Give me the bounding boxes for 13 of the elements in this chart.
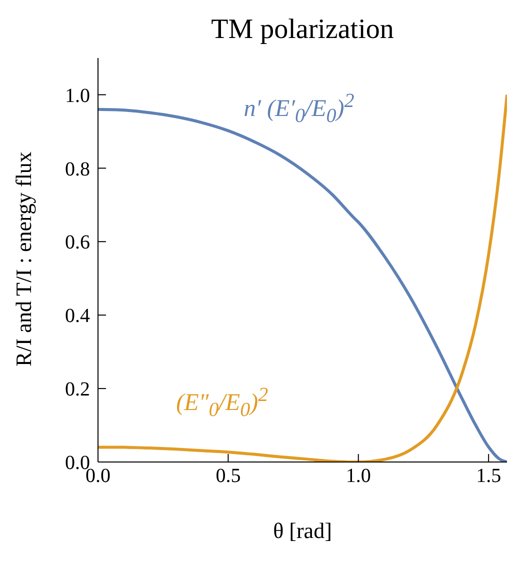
x-tick-label: 1.5 [476,465,502,488]
x-tick-label: 1.0 [346,465,371,488]
y-tick-label: 0.8 [65,158,90,180]
y-tick-label: 0.2 [65,378,90,401]
x-tick-label: 0.5 [216,465,241,488]
x-axis-title: θ [rad] [272,518,333,544]
chart-title: TM polarization [210,14,395,46]
y-axis-title: R/I and T/I : energy flux [11,150,37,368]
y-tick-label: 0.4 [65,305,90,328]
y-tick-label: 0.6 [65,232,90,254]
y-tick-label: 1.0 [65,84,90,107]
series-label: n′ (E′$_{0}$/E$_{0}$)$^{2}$ [244,90,354,128]
series-label: (E″$_{0}$/E$_{0}$)$^{2}$ [176,384,268,422]
